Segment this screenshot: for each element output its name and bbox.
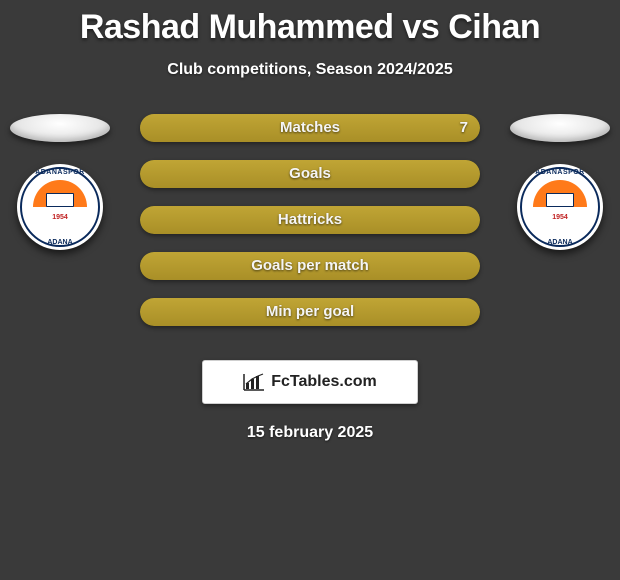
player-right-club-badge: ADANASPOR 1954 ADANA: [517, 164, 603, 250]
brand-chart-icon: [243, 373, 265, 391]
stat-row: Hattricks: [140, 206, 480, 234]
brand-badge: FcTables.com: [202, 360, 418, 404]
club-right-year: 1954: [552, 214, 568, 221]
stat-bars: Matches 7 Goals Hattricks Goals per matc…: [140, 114, 480, 344]
club-right-name: ADANASPOR: [517, 169, 603, 176]
stat-label: Goals: [140, 160, 480, 188]
date-label: 15 february 2025: [0, 424, 620, 442]
club-left-name: ADANASPOR: [17, 169, 103, 176]
comparison-area: ADANASPOR 1954 ADANA ADANASPOR 1954 ADAN…: [0, 114, 620, 344]
club-left-city: ADANA: [17, 239, 103, 246]
page-title: Rashad Muhammed vs Cihan: [0, 0, 620, 47]
club-right-city: ADANA: [517, 239, 603, 246]
player-right: ADANASPOR 1954 ADANA: [510, 102, 610, 250]
stat-label: Min per goal: [140, 298, 480, 326]
stat-row: Goals: [140, 160, 480, 188]
stat-label: Hattricks: [140, 206, 480, 234]
stat-row: Goals per match: [140, 252, 480, 280]
stat-value-right: 7: [460, 114, 468, 142]
stat-row: Min per goal: [140, 298, 480, 326]
player-left-club-badge: ADANASPOR 1954 ADANA: [17, 164, 103, 250]
stat-label: Matches: [140, 114, 480, 142]
player-left-avatar: [10, 114, 110, 142]
subtitle: Club competitions, Season 2024/2025: [0, 61, 620, 79]
stat-label: Goals per match: [140, 252, 480, 280]
player-left: ADANASPOR 1954 ADANA: [10, 102, 110, 250]
brand-text: FcTables.com: [271, 373, 377, 391]
player-right-avatar: [510, 114, 610, 142]
stat-row: Matches 7: [140, 114, 480, 142]
club-left-year: 1954: [52, 214, 68, 221]
